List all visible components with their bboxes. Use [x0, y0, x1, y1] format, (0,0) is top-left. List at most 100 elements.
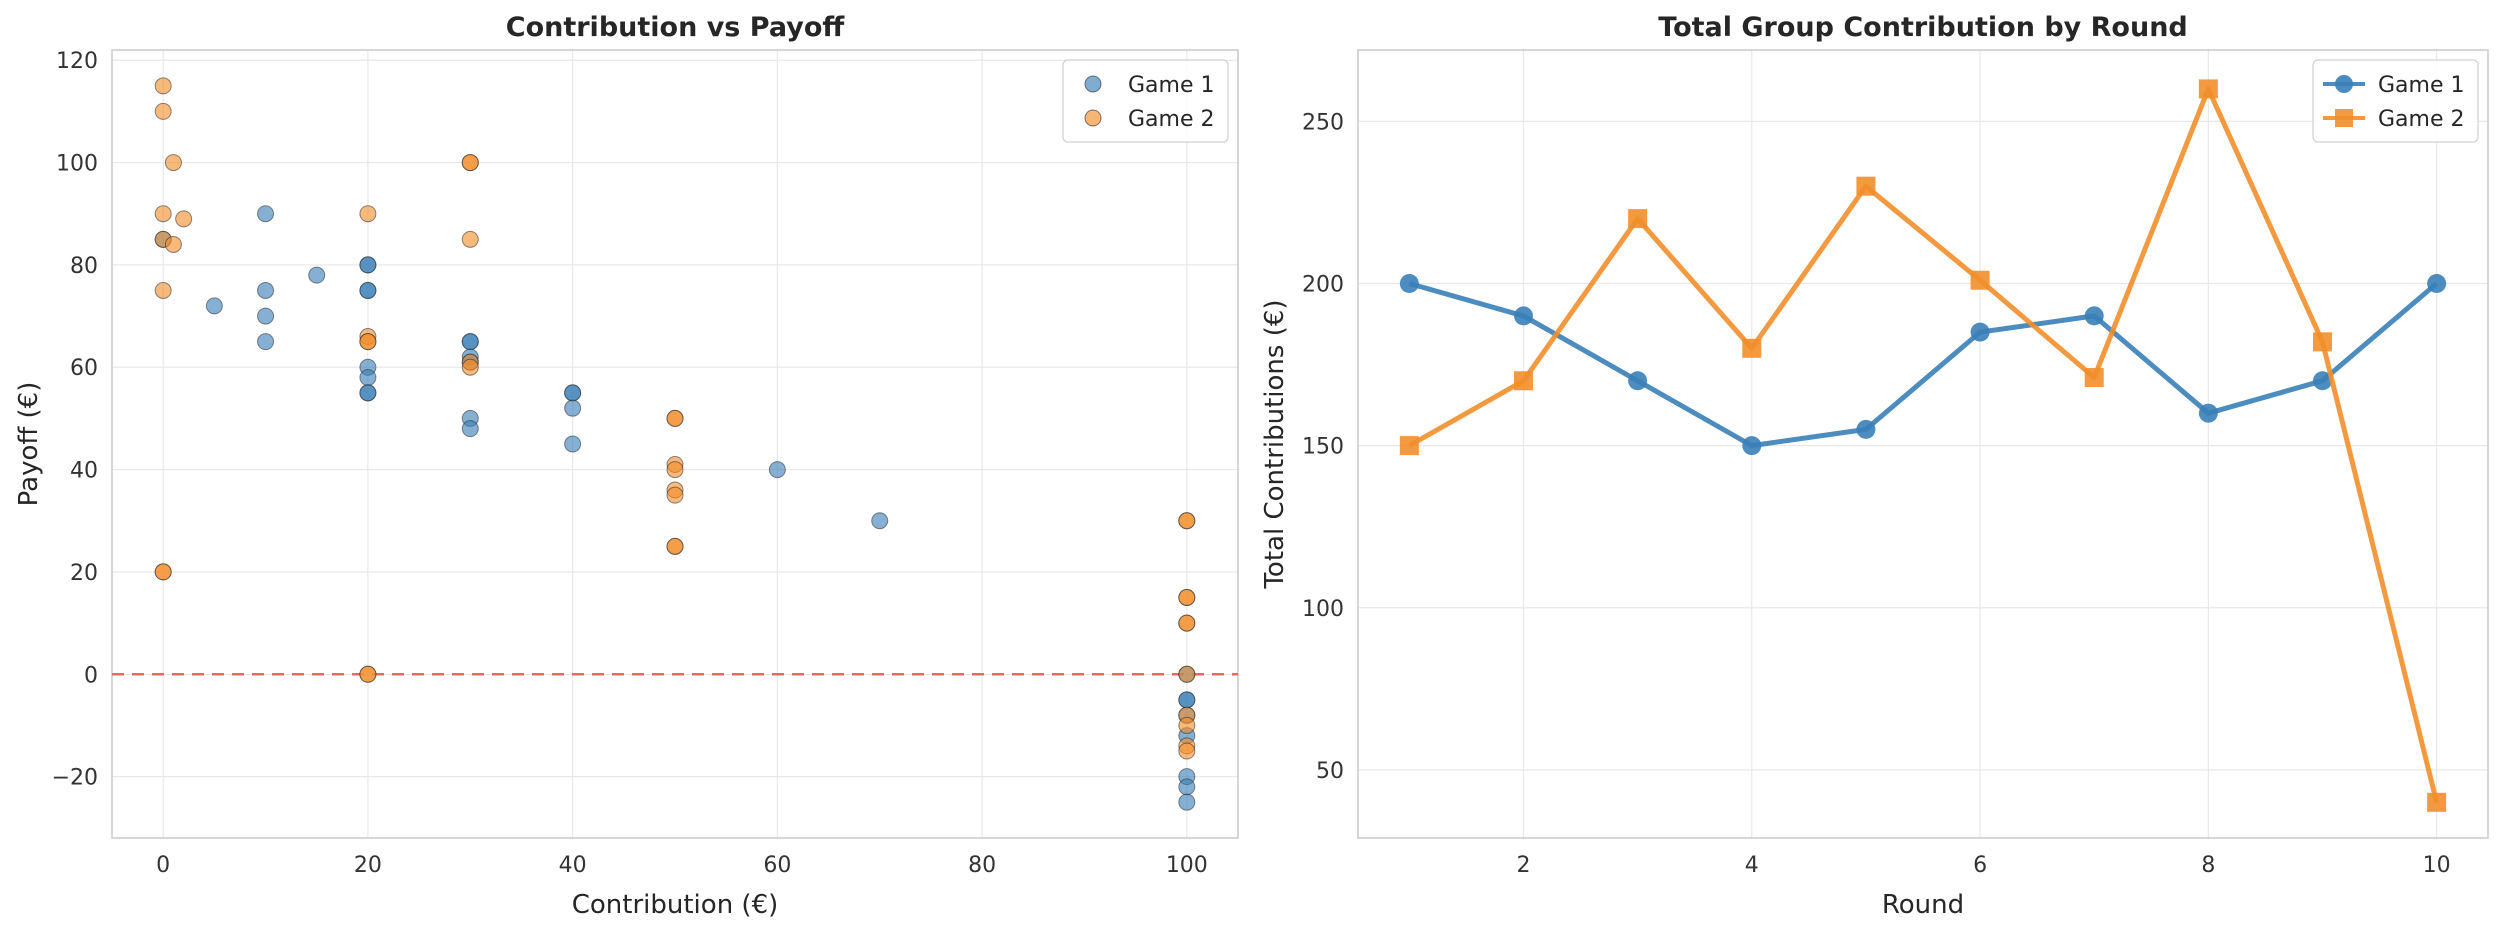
y-tick-label: 120: [56, 49, 98, 74]
x-tick-label: 100: [1166, 853, 1208, 878]
x-tick-label: 40: [559, 853, 587, 878]
line-point-game2: [1514, 371, 1534, 391]
scatter-point-game1: [205, 297, 223, 315]
chart-title: Total Group Contribution by Round: [1658, 12, 2188, 43]
line-point-game1: [1628, 371, 1648, 391]
scatter-point-game2: [1178, 742, 1196, 760]
scatter-point-game2: [154, 77, 172, 95]
x-axis-label: Contribution (€): [572, 890, 779, 920]
scatter-point-game2: [154, 563, 172, 581]
scatter-point-game1: [308, 266, 326, 284]
x-tick-label: 8: [2201, 853, 2215, 878]
y-tick-label: 40: [70, 459, 98, 484]
y-tick-label: 250: [1302, 110, 1344, 135]
legend-label: Game 1: [2378, 73, 2465, 98]
line-point-game2: [1970, 270, 1990, 290]
x-tick-label: 0: [156, 853, 170, 878]
legend-label: Game 2: [1128, 107, 1215, 132]
y-tick-label: 20: [70, 561, 98, 586]
scatter-point-game2: [359, 665, 377, 683]
y-tick-label: 60: [70, 356, 98, 381]
line-point-game1: [1399, 273, 1419, 293]
scatter-point-game2: [666, 486, 684, 504]
scatter-point-game1: [257, 307, 275, 325]
scatter-point-game2: [154, 102, 172, 120]
line-point-game1: [2084, 306, 2104, 326]
x-axis-label: Round: [1882, 890, 1964, 920]
y-tick-label: 50: [1316, 759, 1344, 784]
scatter-point-game1: [257, 281, 275, 299]
scatter-point-game2: [175, 210, 193, 228]
y-tick-label: 100: [1302, 597, 1344, 622]
scatter-point-game2: [461, 230, 479, 248]
y-tick-label: 0: [84, 663, 98, 688]
scatter-point-game2: [1178, 589, 1196, 607]
scatter-point-game2: [1178, 512, 1196, 530]
line-point-game2: [2427, 792, 2447, 812]
scatter-point-game1: [461, 420, 479, 438]
scatter-point-game1: [1178, 793, 1196, 811]
legend-marker: [1084, 109, 1102, 127]
legend-marker: [2335, 109, 2353, 127]
scatter-point-game2: [1178, 665, 1196, 683]
y-axis-label: Payoff (€): [14, 382, 44, 507]
scatter-point-game1: [359, 256, 377, 274]
scatter-point-game1: [564, 399, 582, 417]
scatter-point-game1: [257, 205, 275, 223]
legend-box: [2312, 59, 2479, 143]
series-line-game1: [1408, 281, 2439, 449]
line-point-game1: [1742, 436, 1762, 456]
y-tick-label: 80: [70, 254, 98, 279]
x-tick-label: 2: [1517, 853, 1531, 878]
scatter-point-game1: [461, 333, 479, 351]
line-point-game1: [2198, 403, 2218, 423]
scatter-point-game2: [1178, 614, 1196, 632]
line-point-game2: [2312, 332, 2332, 352]
scatter-point-game1: [768, 461, 786, 479]
scatter-point-game1: [359, 281, 377, 299]
scatter-point-game2: [666, 461, 684, 479]
line-point-game2: [1856, 176, 1876, 196]
scatter-point-game1: [564, 435, 582, 453]
line-point-game1: [2427, 273, 2447, 293]
series-line-game2: [1408, 86, 2440, 803]
x-tick-label: 20: [354, 853, 382, 878]
scatter-point-game2: [359, 333, 377, 351]
line-point-game2: [1742, 338, 1762, 358]
scatter-point-game1: [359, 368, 377, 386]
line-point-game2: [2198, 79, 2218, 99]
scatter-point-game2: [461, 154, 479, 172]
x-tick-label: 4: [1745, 853, 1759, 878]
scatter-point-game2: [164, 235, 182, 253]
line-chart: 2 4 6 8 10 50 100 150 200 250 Total Group Contribu…: [1260, 12, 2489, 920]
y-tick-label: −20: [52, 766, 98, 791]
scatter-point-game2: [154, 205, 172, 223]
scatter-point-game1: [359, 384, 377, 402]
scatter-point-game2: [154, 281, 172, 299]
line-point-game1: [2312, 371, 2332, 391]
x-tick-label: 10: [2423, 853, 2451, 878]
legend-marker: [1084, 75, 1102, 93]
axes-frame: [111, 49, 1239, 839]
scatter-point-game2: [666, 409, 684, 427]
scatter-point-game2: [1178, 716, 1196, 734]
legend-label: Game 2: [2378, 107, 2465, 132]
scatter-point-game2: [666, 537, 684, 555]
x-tick-label: 80: [968, 853, 996, 878]
scatter-point-game1: [1178, 691, 1196, 709]
line-point-game1: [1856, 419, 1876, 439]
legend-box: [1062, 59, 1229, 143]
legend-marker: [2335, 75, 2353, 93]
scatter-point-game2: [359, 205, 377, 223]
scatter-chart: 0 20 40 60 80 100 −20 0 20 40 60 80 100 120 Contributi…: [14, 12, 1239, 920]
y-axis-label: Total Contributions (€): [1260, 299, 1290, 589]
line-point-game2: [1628, 209, 1648, 229]
chart-title: Contribution vs Payoff: [506, 12, 846, 43]
scatter-point-game1: [257, 333, 275, 351]
scatter-point-game1: [871, 512, 889, 530]
y-tick-label: 100: [56, 152, 98, 177]
line-point-game1: [1514, 306, 1534, 326]
scatter-point-game2: [164, 154, 182, 172]
line-point-game2: [1399, 436, 1419, 456]
